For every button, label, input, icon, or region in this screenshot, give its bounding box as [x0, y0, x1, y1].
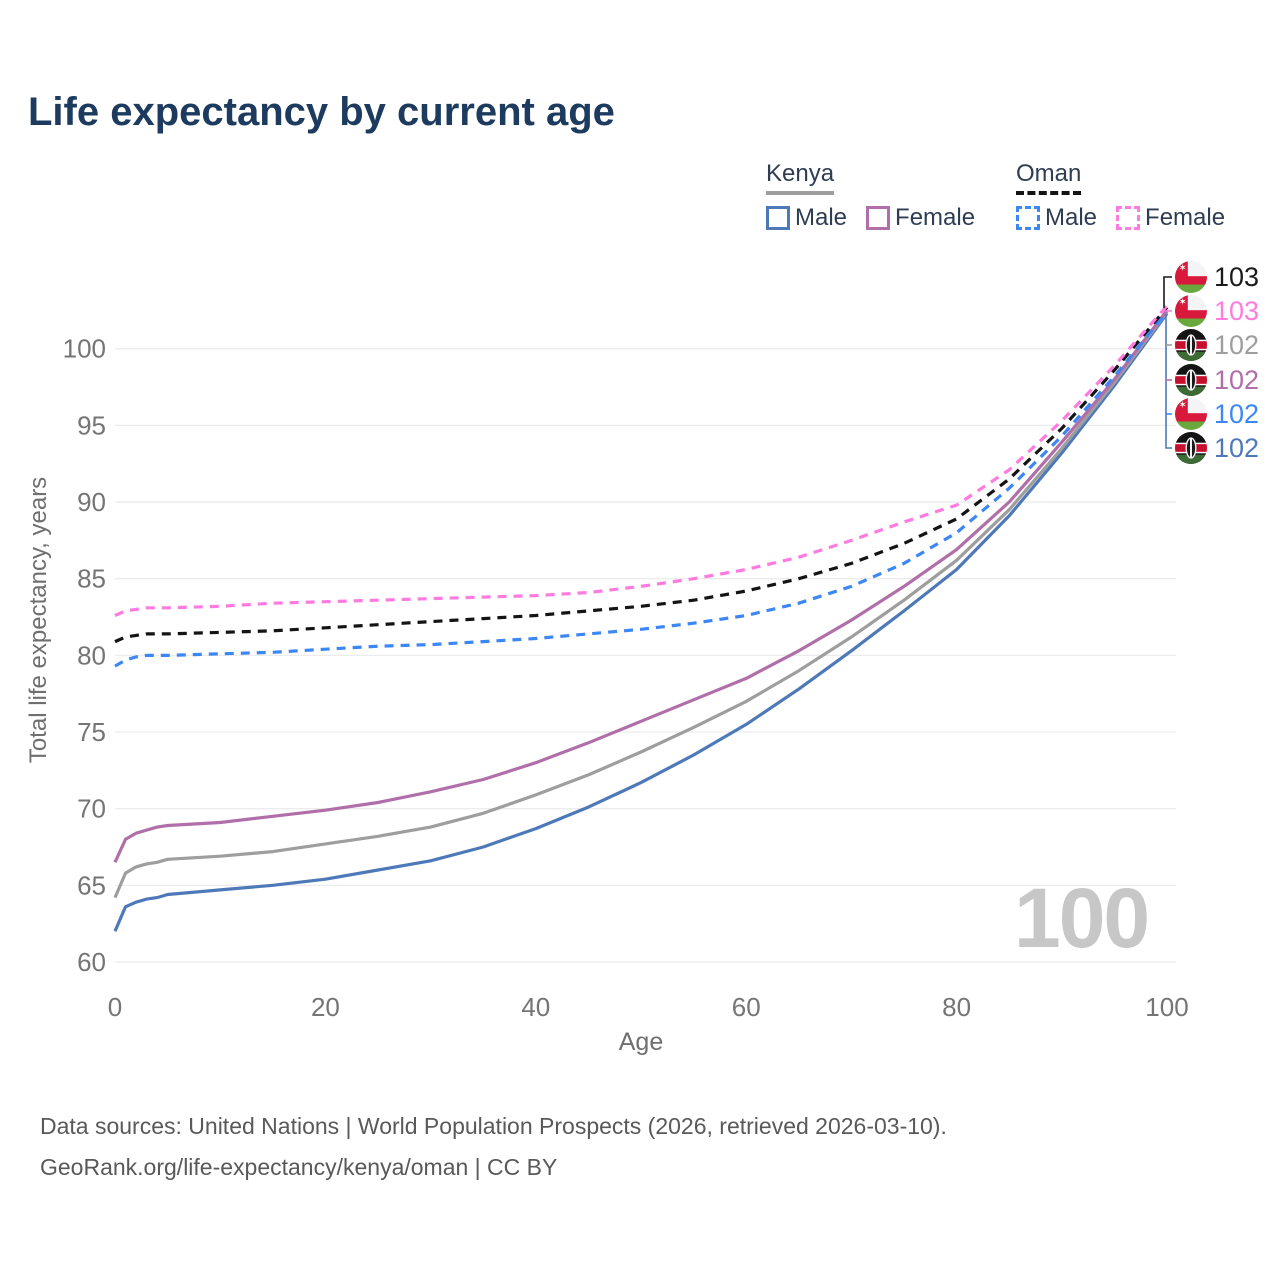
- attribution-text: GeoRank.org/life-expectancy/kenya/oman |…: [40, 1154, 558, 1180]
- legend-country-kenya: Kenya: [766, 160, 835, 195]
- legend-label: Female: [895, 204, 976, 231]
- data-sources-text: Data sources: United Nations | World Pop…: [40, 1113, 947, 1139]
- end-label-value: 102: [1214, 433, 1259, 463]
- age-watermark: 100: [1014, 871, 1150, 965]
- oman-female-swatch-icon: [1116, 206, 1141, 230]
- x-axis-title: Age: [619, 1028, 663, 1056]
- end-label-value: 102: [1214, 330, 1259, 360]
- x-tick-label: 60: [732, 992, 761, 1022]
- leader-line: [1163, 276, 1172, 308]
- x-tick-label: 80: [942, 992, 971, 1022]
- oman-flag-icon: ✶: [1175, 295, 1207, 327]
- end-label-value: 103: [1214, 296, 1259, 326]
- x-tick-label: 0: [108, 992, 122, 1022]
- kenya-male-swatch-icon: [766, 206, 790, 230]
- end-label-value: 102: [1214, 365, 1259, 395]
- end-label-value: 103: [1214, 262, 1259, 292]
- kenya-flag-icon: [1175, 329, 1207, 361]
- y-tick-label: 75: [77, 717, 106, 747]
- series-line-oman-male[interactable]: [114, 310, 1169, 668]
- series-line-kenya-total[interactable]: [113, 310, 1169, 899]
- series-line-kenya-male[interactable]: [113, 312, 1169, 932]
- footer: Data sources: United Nations | World Pop…: [40, 1106, 947, 1188]
- y-tick-label: 100: [63, 334, 106, 364]
- legend-label: Male: [795, 204, 848, 231]
- legend-group-oman: Oman Male Female: [1016, 160, 1225, 232]
- x-tick-label: 20: [311, 992, 340, 1022]
- svg-text:✶: ✶: [1179, 297, 1187, 308]
- y-tick-label: 90: [77, 487, 106, 517]
- legend-item-kenya-female[interactable]: Female: [866, 204, 975, 232]
- svg-text:✶: ✶: [1179, 400, 1187, 411]
- series-line-oman-total[interactable]: [114, 306, 1169, 644]
- x-tick-label: 100: [1145, 992, 1188, 1022]
- series-line-kenya-female[interactable]: [113, 309, 1169, 863]
- page-title: Life expectancy by current age: [28, 90, 615, 134]
- oman-flag-icon: ✶: [1175, 261, 1207, 293]
- end-label-value: 102: [1214, 399, 1259, 429]
- oman-male-swatch-icon: [1016, 206, 1040, 230]
- svg-text:✶: ✶: [1179, 263, 1187, 274]
- y-tick-label: 60: [77, 947, 106, 977]
- y-tick-label: 70: [77, 794, 106, 824]
- kenya-flag-icon: [1175, 432, 1207, 464]
- series-line-oman-female[interactable]: [114, 304, 1169, 617]
- legend-label: Male: [1045, 204, 1098, 231]
- y-tick-label: 80: [77, 640, 106, 670]
- legend-item-oman-male[interactable]: Male: [1016, 204, 1097, 232]
- kenya-flag-icon: [1175, 364, 1207, 396]
- y-tick-label: 95: [77, 410, 106, 440]
- y-tick-label: 85: [77, 564, 106, 594]
- legend-group-kenya: Kenya Male Female: [766, 160, 975, 232]
- oman-flag-icon: ✶: [1175, 398, 1207, 430]
- legend-label: Female: [1145, 204, 1226, 231]
- legend-item-oman-female[interactable]: Female: [1116, 204, 1225, 232]
- x-tick-label: 40: [521, 992, 550, 1022]
- kenya-female-swatch-icon: [866, 206, 891, 230]
- y-tick-label: 65: [77, 870, 106, 900]
- legend-item-kenya-male[interactable]: Male: [766, 204, 847, 232]
- y-axis-title: Total life expectancy, years: [25, 477, 52, 763]
- legend-country-oman: Oman: [1016, 160, 1082, 195]
- leader-line: [1165, 314, 1172, 449]
